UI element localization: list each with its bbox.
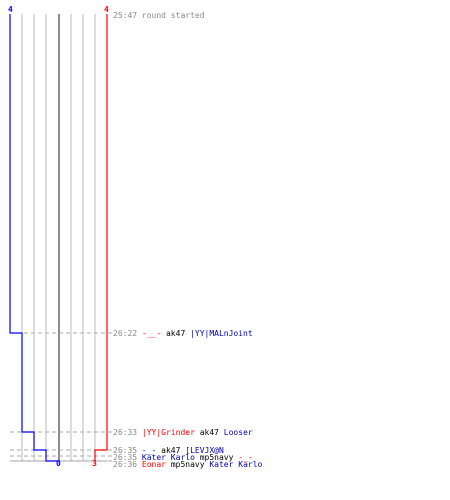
event-weapon: ak47 (194, 428, 224, 437)
event-player-name: |YY|MALnJoint (190, 329, 253, 338)
event-player-name: -_- (238, 453, 253, 462)
series-end-label-red: 3 (92, 459, 97, 468)
event-player-name: [LEVJX@N (185, 446, 224, 455)
series-line-blue (9, 14, 59, 462)
event-weapon: ak47 (161, 329, 191, 338)
event-row: 26:36 Eonar mp5navy Kater Karlo (113, 460, 262, 469)
series-line-red (94, 14, 108, 461)
event-time: 26:22 (113, 329, 142, 338)
event-time: 26:33 (113, 428, 142, 437)
series-end-label-blue: 0 (56, 459, 61, 468)
event-player-name: -__- (141, 329, 162, 338)
series-start-label-red: 4 (104, 5, 109, 14)
event-player-name: Eonar (141, 460, 166, 469)
event-row: 26:22 -__- ak47 |YY|MALnJoint (113, 329, 253, 338)
event-message: round started (141, 11, 205, 20)
event-time: 26:35 (113, 453, 142, 462)
event-weapon: mp5navy (194, 453, 239, 462)
event-weapon: mp5navy (166, 460, 210, 469)
series-start-label-blue: 4 (8, 5, 13, 14)
event-row: 25:47 round started (113, 11, 205, 20)
event-time: 25:47 (113, 11, 142, 20)
event-row: 26:35 -_- ak47 [LEVJX@N (113, 446, 224, 455)
event-time: 26:36 (113, 460, 142, 469)
event-row: 26:33 |YY|Grinder ak47 Looser (113, 428, 253, 437)
event-player-name: -_- (141, 446, 157, 455)
event-time: 26:35 (113, 446, 142, 455)
event-player-name: Kater Karlo (141, 453, 195, 462)
event-player-name: Kater Karlo (209, 460, 263, 469)
event-row: 26:35 Kater Karlo mp5navy -_- (113, 453, 253, 462)
event-player-name: Looser (223, 428, 253, 437)
event-player-name: |YY|Grinder (141, 428, 195, 437)
event-weapon: ak47 (156, 446, 186, 455)
